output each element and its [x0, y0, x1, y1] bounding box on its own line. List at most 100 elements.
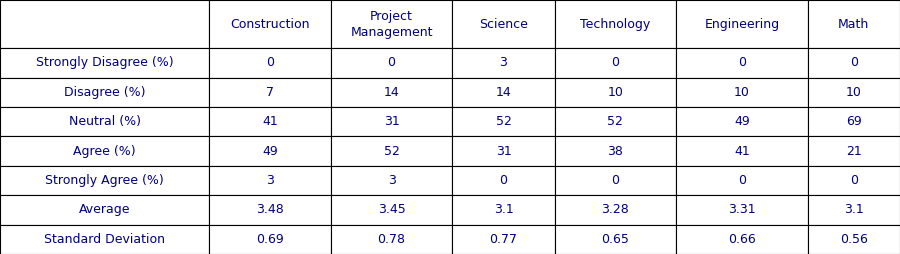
Text: Neutral (%): Neutral (%): [68, 115, 140, 128]
Bar: [554, 195, 676, 225]
Text: 3: 3: [388, 174, 396, 187]
Text: Average: Average: [79, 203, 130, 216]
Text: 3.1: 3.1: [844, 203, 864, 216]
Bar: [331, 166, 453, 195]
Text: 0.77: 0.77: [490, 233, 518, 246]
Bar: [209, 78, 331, 107]
Bar: [453, 195, 554, 225]
Bar: [453, 136, 554, 166]
Bar: [453, 166, 554, 195]
Bar: [554, 107, 676, 136]
Bar: [209, 48, 331, 78]
Text: 31: 31: [383, 115, 400, 128]
Bar: [807, 225, 900, 254]
Text: 14: 14: [383, 86, 400, 99]
Bar: [331, 195, 453, 225]
Bar: [554, 48, 676, 78]
Text: 0: 0: [850, 174, 858, 187]
Text: Construction: Construction: [230, 18, 310, 31]
Bar: [676, 136, 807, 166]
Bar: [676, 225, 807, 254]
Text: 49: 49: [734, 115, 750, 128]
Text: 10: 10: [608, 86, 624, 99]
Text: Strongly Agree (%): Strongly Agree (%): [45, 174, 164, 187]
Text: 31: 31: [496, 145, 511, 158]
Bar: [554, 78, 676, 107]
Bar: [0, 136, 209, 166]
Text: 14: 14: [496, 86, 511, 99]
Bar: [331, 107, 453, 136]
Bar: [807, 195, 900, 225]
Text: 21: 21: [846, 145, 861, 158]
Text: 10: 10: [846, 86, 861, 99]
Text: 0: 0: [500, 174, 508, 187]
Bar: [0, 195, 209, 225]
Bar: [807, 107, 900, 136]
Bar: [331, 78, 453, 107]
Bar: [331, 225, 453, 254]
Text: 0: 0: [266, 56, 274, 69]
Text: 7: 7: [266, 86, 274, 99]
Bar: [331, 48, 453, 78]
Text: 0: 0: [388, 56, 396, 69]
Bar: [807, 166, 900, 195]
Text: Science: Science: [479, 18, 528, 31]
Text: 0: 0: [738, 56, 746, 69]
Bar: [331, 0, 453, 48]
Text: Standard Deviation: Standard Deviation: [44, 233, 165, 246]
Text: 0: 0: [611, 174, 619, 187]
Bar: [554, 0, 676, 48]
Bar: [209, 107, 331, 136]
Text: 52: 52: [496, 115, 511, 128]
Bar: [676, 166, 807, 195]
Bar: [676, 195, 807, 225]
Text: 0.56: 0.56: [840, 233, 868, 246]
Bar: [807, 78, 900, 107]
Text: Disagree (%): Disagree (%): [64, 86, 145, 99]
Bar: [807, 48, 900, 78]
Bar: [0, 107, 209, 136]
Bar: [554, 225, 676, 254]
Text: 0: 0: [738, 174, 746, 187]
Bar: [676, 78, 807, 107]
Bar: [209, 225, 331, 254]
Text: 52: 52: [383, 145, 400, 158]
Text: 3.31: 3.31: [728, 203, 756, 216]
Text: 3: 3: [266, 174, 274, 187]
Bar: [554, 136, 676, 166]
Text: 0.66: 0.66: [728, 233, 756, 246]
Text: Technology: Technology: [580, 18, 651, 31]
Text: 41: 41: [734, 145, 750, 158]
Bar: [0, 78, 209, 107]
Text: 52: 52: [608, 115, 624, 128]
Text: 0: 0: [850, 56, 858, 69]
Text: 69: 69: [846, 115, 861, 128]
Bar: [331, 136, 453, 166]
Bar: [209, 136, 331, 166]
Bar: [554, 166, 676, 195]
Bar: [676, 48, 807, 78]
Bar: [209, 0, 331, 48]
Text: Engineering: Engineering: [705, 18, 779, 31]
Text: 3.28: 3.28: [601, 203, 629, 216]
Text: 3.48: 3.48: [256, 203, 284, 216]
Text: 0.65: 0.65: [601, 233, 629, 246]
Text: 3: 3: [500, 56, 508, 69]
Text: 3.45: 3.45: [378, 203, 406, 216]
Bar: [453, 107, 554, 136]
Text: Strongly Disagree (%): Strongly Disagree (%): [36, 56, 174, 69]
Text: 3.1: 3.1: [493, 203, 513, 216]
Text: 0.78: 0.78: [378, 233, 406, 246]
Bar: [0, 0, 209, 48]
Bar: [209, 166, 331, 195]
Bar: [807, 136, 900, 166]
Bar: [676, 0, 807, 48]
Text: Agree (%): Agree (%): [73, 145, 136, 158]
Bar: [209, 195, 331, 225]
Text: 10: 10: [734, 86, 750, 99]
Text: Project
Management: Project Management: [350, 10, 433, 39]
Text: Math: Math: [838, 18, 869, 31]
Bar: [453, 225, 554, 254]
Bar: [807, 0, 900, 48]
Text: 49: 49: [262, 145, 278, 158]
